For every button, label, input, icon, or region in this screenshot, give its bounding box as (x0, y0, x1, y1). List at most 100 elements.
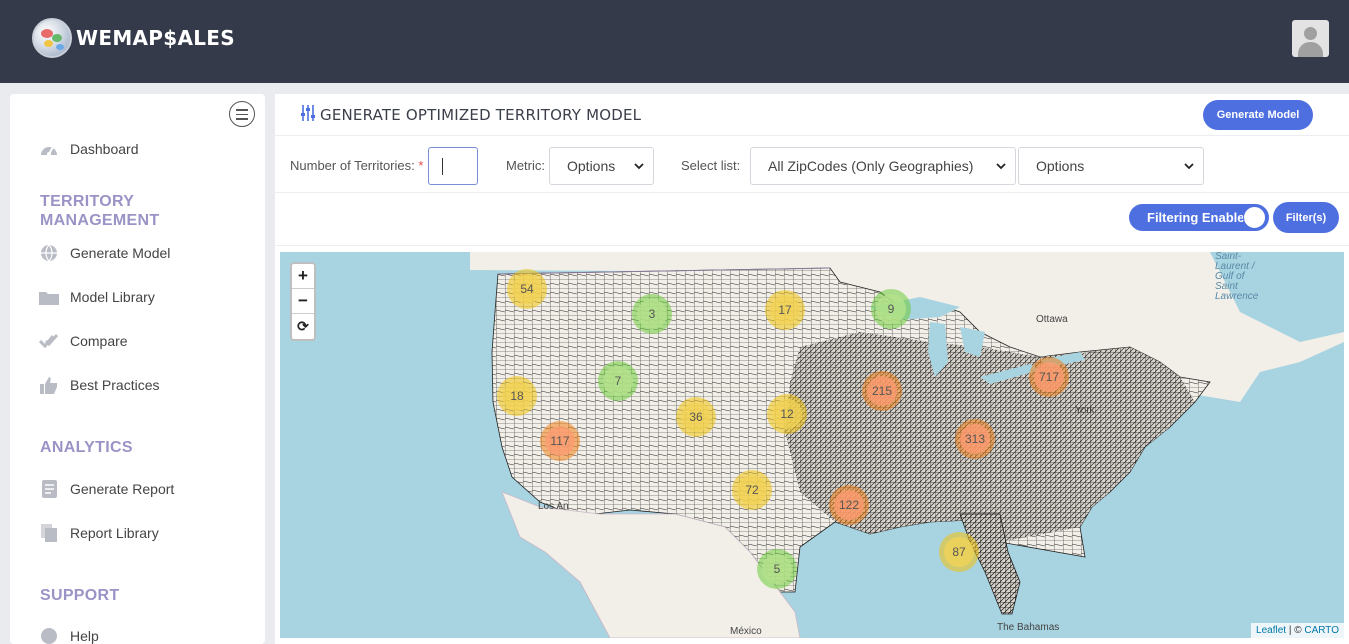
sidebar-item-help[interactable]: Help (38, 627, 99, 644)
cluster-count: 122 (834, 490, 864, 520)
double-check-icon (38, 332, 60, 350)
cluster-marker[interactable]: 117 (540, 421, 580, 461)
sidebar-item-best-practices[interactable]: Best Practices (38, 376, 159, 394)
filters-button[interactable]: Filter(s) (1273, 202, 1339, 233)
sidebar-item-label: Best Practices (70, 377, 160, 393)
cluster-marker[interactable]: 17 (765, 290, 805, 330)
user-avatar-icon[interactable] (1292, 20, 1329, 57)
cluster-count: 313 (960, 424, 990, 454)
toggle-knob (1243, 206, 1266, 229)
cluster-marker[interactable]: 54 (507, 269, 547, 309)
cluster-marker[interactable]: 313 (955, 419, 995, 459)
sidebar-item-model-library[interactable]: Model Library (38, 288, 155, 306)
sidebar-item-label: Report Library (70, 525, 159, 541)
cluster-marker[interactable]: 717 (1029, 357, 1069, 397)
select-list-dropdown[interactable]: All ZipCodes (Only Geographies) (750, 147, 1016, 185)
cluster-marker[interactable]: 9 (871, 289, 911, 329)
page-header: GENERATE OPTIMIZED TERRITORY MODEL Gener… (275, 94, 1349, 136)
chevron-down-icon (634, 163, 644, 170)
sidebar-item-dashboard[interactable]: Dashboard (38, 140, 139, 158)
cluster-count: 117 (545, 426, 575, 456)
cluster-count: 54 (512, 274, 542, 304)
cluster-marker[interactable]: 5 (757, 549, 797, 589)
options-select[interactable]: Options (1018, 147, 1204, 185)
cluster-count: 9 (876, 294, 906, 324)
cluster-marker[interactable]: 18 (497, 376, 537, 416)
cluster-marker[interactable]: 3 (632, 294, 672, 334)
cluster-marker[interactable]: 87 (939, 532, 979, 572)
filtering-toggle-label: Filtering Enabled (1147, 210, 1253, 225)
cluster-count: 7 (603, 366, 633, 396)
copy-icon (38, 524, 60, 542)
sidebar-item-label: Generate Model (70, 245, 171, 261)
chevron-down-icon (1184, 163, 1194, 170)
cluster-count: 717 (1034, 362, 1064, 392)
brand-logo[interactable]: WEMAP$ALES (32, 18, 235, 58)
cluster-count: 18 (502, 381, 532, 411)
select-list-label: Select list: (681, 158, 741, 173)
sliders-icon (301, 105, 315, 121)
territories-input[interactable] (428, 147, 478, 185)
help-icon (38, 627, 60, 644)
model-form: Number of Territories: * Metric: Options… (275, 138, 1349, 190)
cluster-marker[interactable]: 215 (862, 371, 902, 411)
zoom-out-button[interactable]: − (292, 289, 314, 314)
top-bar: WEMAP$ALES (0, 0, 1349, 83)
metric-select-value: Options (567, 158, 616, 174)
sidebar-item-generate-model[interactable]: Generate Model (38, 244, 170, 262)
place-label-st-lawrence: Saint- Laurent / Gulf of Saint Lawrence (1215, 252, 1259, 302)
page-title: GENERATE OPTIMIZED TERRITORY MODEL (320, 106, 642, 124)
place-label-ottawa: Ottawa (1036, 314, 1068, 325)
options-select-value: Options (1036, 158, 1085, 174)
report-icon (38, 480, 60, 498)
carto-link[interactable]: CARTO (1304, 625, 1339, 636)
thumbs-up-icon (38, 376, 60, 394)
globe-logo-icon (32, 18, 72, 58)
dashboard-gauge-icon (38, 140, 60, 158)
sidebar-item-label: Help (70, 628, 99, 644)
section-support: SUPPORT (40, 587, 120, 604)
filtering-toggle[interactable]: Filtering Enabled (1129, 204, 1269, 231)
sidebar-item-compare[interactable]: Compare (38, 332, 128, 350)
cluster-marker[interactable]: 12 (767, 394, 807, 434)
cluster-count: 5 (762, 554, 792, 584)
cluster-count: 17 (770, 295, 800, 325)
folder-icon (38, 288, 60, 306)
sidebar-item-generate-report[interactable]: Generate Report (38, 480, 174, 498)
menu-toggle-icon[interactable] (229, 101, 255, 127)
generate-model-button[interactable]: Generate Model (1203, 100, 1313, 130)
sidebar-item-label: Compare (70, 333, 128, 349)
cluster-marker[interactable]: 72 (732, 470, 772, 510)
place-label-bahamas: The Bahamas (997, 622, 1060, 633)
cluster-count: 12 (772, 399, 802, 429)
cluster-count: 87 (944, 537, 974, 567)
globe-icon (38, 244, 60, 262)
cluster-count: 215 (867, 376, 897, 406)
cluster-marker[interactable]: 36 (676, 397, 716, 437)
cluster-count: 3 (637, 299, 667, 329)
cluster-marker[interactable]: 122 (829, 485, 869, 525)
leaflet-link[interactable]: Leaflet (1256, 625, 1287, 636)
sidebar: Dashboard TERRITORY MANAGEMENT Generate … (10, 94, 265, 644)
zoom-control: + − ⟳ (290, 262, 316, 341)
territories-label: Number of Territories: * (290, 158, 424, 173)
metric-label: Metric: (506, 158, 545, 173)
metric-select[interactable]: Options (549, 147, 654, 185)
cluster-count: 36 (681, 402, 711, 432)
select-list-value: All ZipCodes (Only Geographies) (768, 158, 974, 174)
territory-map[interactable]: + − ⟳ Ottawa York Los An México The Baha… (280, 252, 1344, 638)
filter-bar: Filtering Enabled Filter(s) (275, 192, 1349, 246)
section-analytics: ANALYTICS (40, 439, 133, 456)
place-label-mexico: México (730, 626, 762, 637)
sidebar-item-label: Dashboard (70, 141, 139, 157)
zoom-in-button[interactable]: + (292, 264, 314, 289)
brand-name: WEMAP$ALES (76, 26, 235, 50)
cluster-count: 72 (737, 475, 767, 505)
sidebar-item-report-library[interactable]: Report Library (38, 524, 159, 542)
cluster-marker[interactable]: 7 (598, 361, 638, 401)
reset-view-button[interactable]: ⟳ (297, 318, 309, 334)
sidebar-item-label: Model Library (70, 289, 155, 305)
map-attribution: Leaflet | © CARTO (1251, 623, 1344, 638)
chevron-down-icon (996, 163, 1006, 170)
sidebar-item-label: Generate Report (70, 481, 175, 497)
